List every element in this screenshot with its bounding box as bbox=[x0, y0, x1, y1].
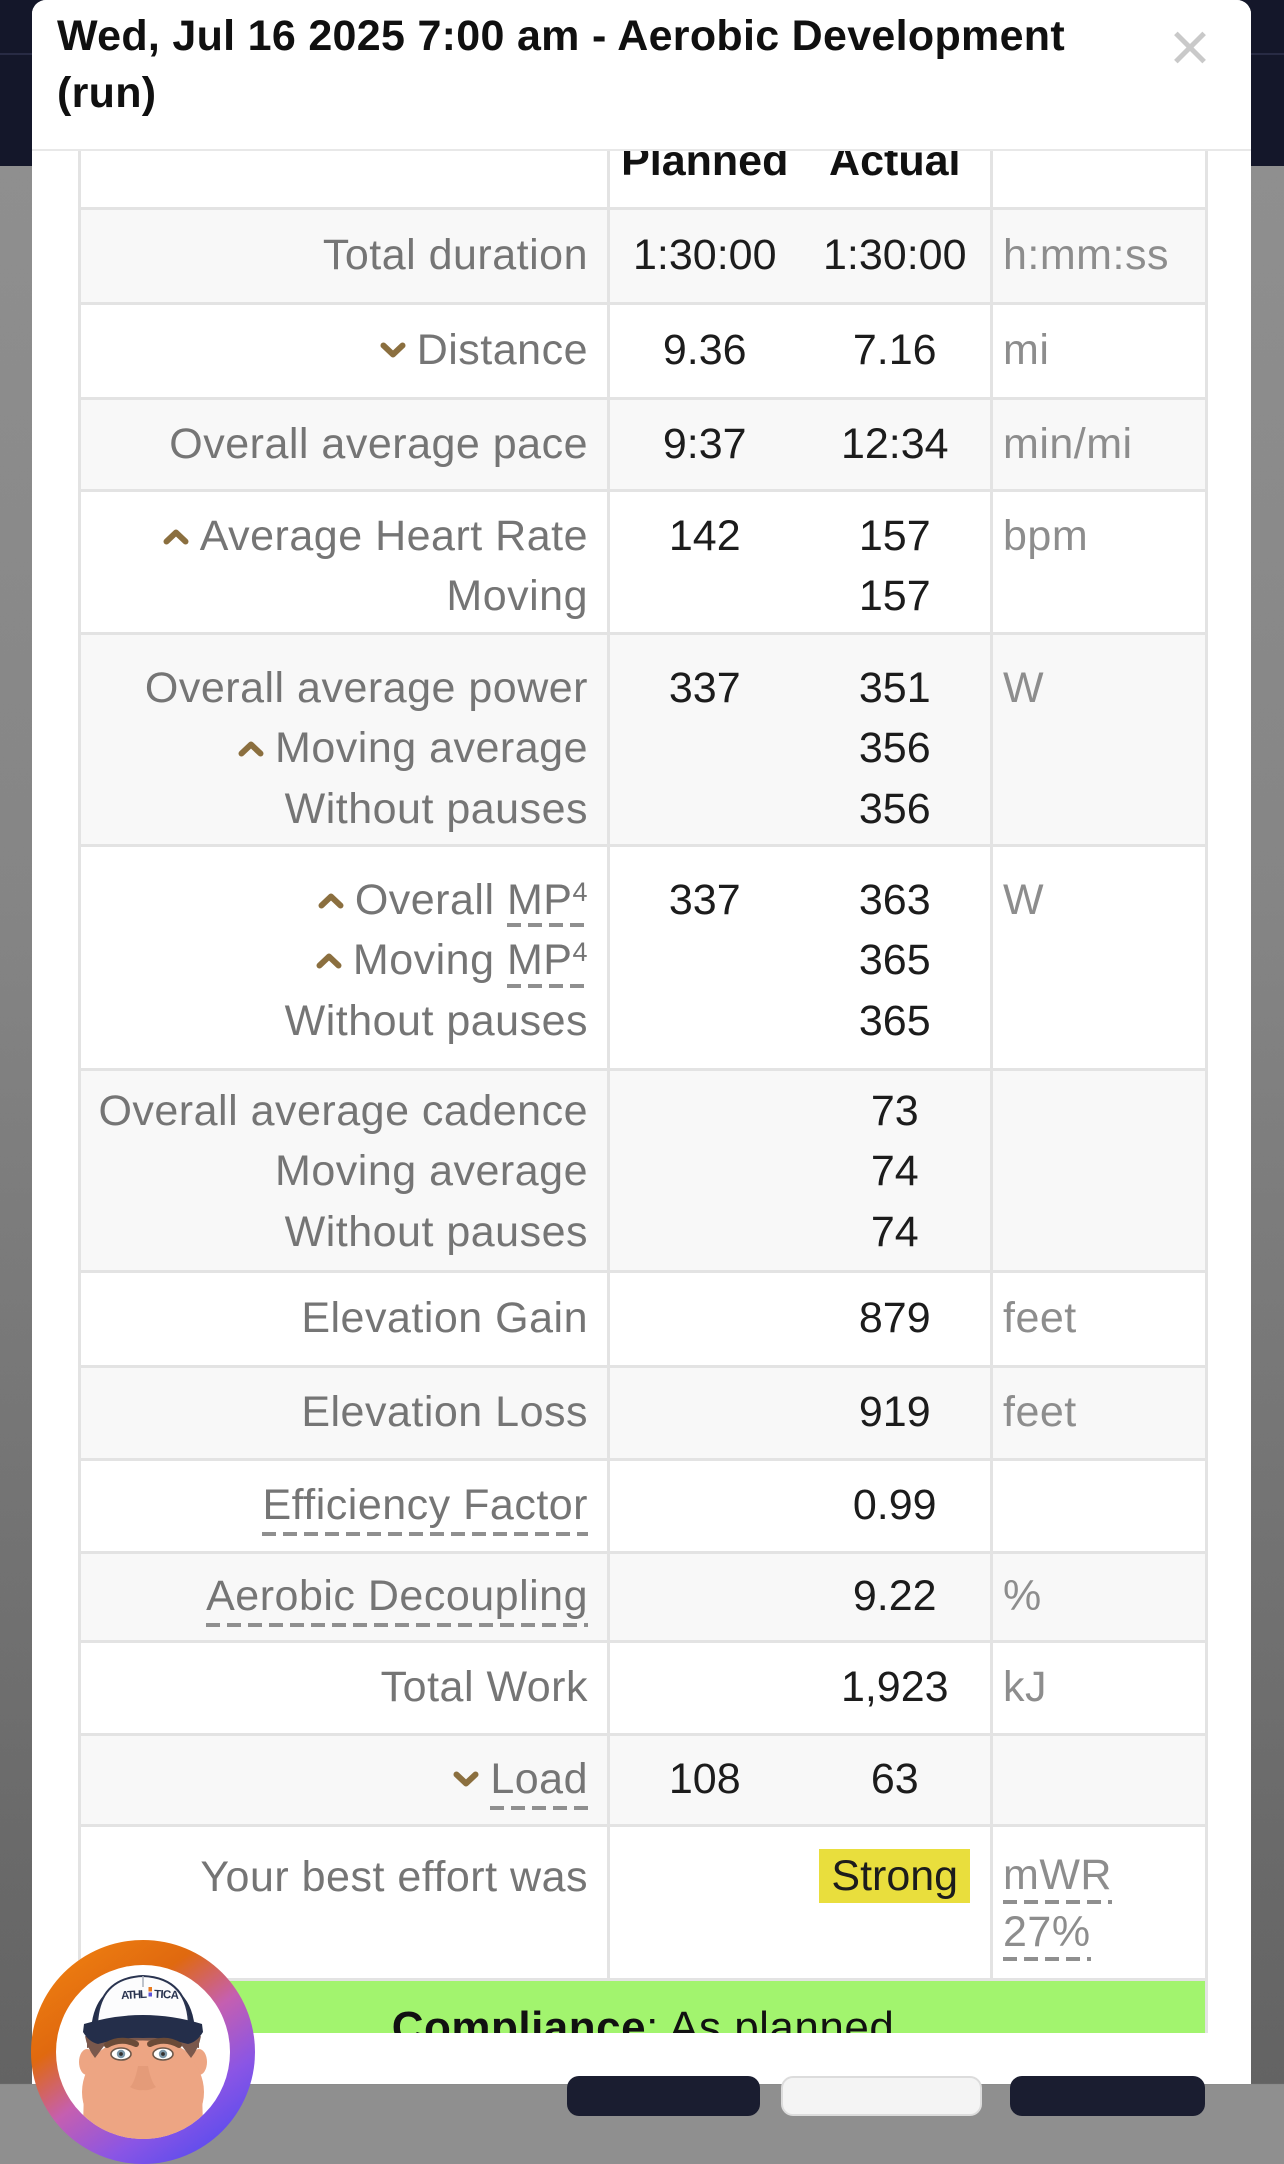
svg-text:ATHL: ATHL bbox=[121, 1989, 148, 2002]
svg-text:TICA: TICA bbox=[154, 1989, 180, 2002]
